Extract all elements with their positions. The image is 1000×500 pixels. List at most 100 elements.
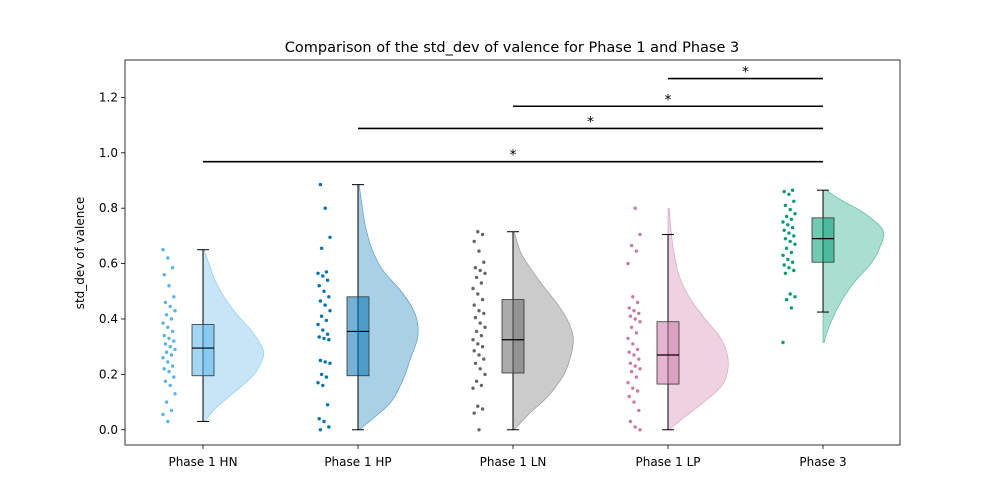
data-point-phase-1-lp — [627, 350, 631, 354]
data-point-phase-1-ln — [474, 275, 479, 280]
data-point-phase-1-hn — [169, 408, 174, 413]
data-point-phase-1-ln — [483, 271, 487, 275]
data-point-phase-3 — [789, 250, 794, 255]
data-point-phase-1-hn — [172, 375, 176, 379]
data-point-phase-1-lp — [631, 342, 635, 346]
x-tick-label-phase-1-hp: Phase 1 HP — [324, 455, 391, 469]
data-point-phase-3 — [788, 239, 792, 244]
data-point-phase-1-hp — [316, 271, 320, 275]
violin-phase-1-ln — [512, 231, 574, 431]
data-point-phase-1-ln — [479, 383, 484, 388]
data-point-phase-1-hp — [325, 278, 330, 282]
y-tick-label: 0.4 — [99, 312, 118, 326]
data-point-phase-1-ln — [477, 309, 481, 313]
y-tick-label: 0.8 — [99, 201, 118, 215]
data-point-phase-3 — [784, 246, 789, 250]
data-point-phase-3 — [787, 231, 791, 235]
data-point-phase-3 — [789, 306, 794, 310]
data-point-phase-1-hp — [318, 182, 323, 187]
data-point-phase-1-lp — [628, 314, 633, 318]
data-point-phase-1-hp — [321, 274, 325, 278]
data-point-phase-1-lp — [638, 428, 642, 432]
data-point-phase-1-hn — [161, 412, 165, 417]
data-point-phase-1-ln — [482, 357, 486, 361]
plot-frame — [124, 59, 901, 446]
data-point-phase-3 — [781, 253, 785, 257]
data-point-phase-1-lp — [633, 317, 637, 321]
data-point-phase-1-ln — [477, 249, 481, 253]
data-point-phase-1-hp — [324, 318, 329, 323]
data-point-phase-1-lp — [628, 361, 633, 365]
data-point-phase-1-lp — [633, 206, 637, 210]
data-point-phase-1-hn — [167, 369, 171, 374]
data-point-phase-1-ln — [472, 239, 476, 244]
data-point-phase-1-hp — [323, 360, 327, 364]
data-point-phase-1-hn — [161, 356, 165, 360]
data-point-phase-1-hn — [167, 284, 171, 288]
data-point-phase-1-hp — [317, 335, 321, 339]
data-point-phase-3 — [783, 271, 788, 275]
data-point-phase-1-hn — [164, 313, 169, 317]
data-point-phase-1-lp — [637, 357, 641, 361]
x-tick-label-phase-1-lp: Phase 1 LP — [635, 455, 700, 469]
data-point-phase-1-ln — [473, 315, 478, 320]
x-tick-label-phase-3: Phase 3 — [799, 455, 846, 469]
y-tick-label: 1.0 — [99, 146, 118, 160]
data-point-phase-1-hn — [173, 392, 177, 396]
data-point-phase-1-lp — [637, 311, 641, 316]
data-point-phase-1-lp — [633, 425, 637, 429]
group-phase-1-lp — [626, 206, 729, 432]
data-point-phase-3 — [792, 199, 796, 203]
data-point-phase-3 — [793, 295, 797, 299]
y-tick-label: 0.2 — [99, 367, 118, 381]
data-point-phase-1-ln — [480, 232, 485, 237]
data-point-phase-3 — [784, 297, 789, 302]
data-point-phase-1-hn — [170, 364, 175, 368]
data-point-phase-1-lp — [629, 243, 634, 248]
data-point-phase-3 — [783, 237, 788, 241]
data-point-phase-1-ln — [480, 345, 485, 349]
data-point-phase-1-ln — [478, 367, 482, 371]
group-phase-1-ln — [471, 230, 574, 432]
data-point-phase-1-ln — [473, 361, 478, 365]
data-point-phase-1-hp — [322, 336, 326, 341]
data-point-phase-1-hp — [324, 375, 329, 379]
data-point-phase-1-lp — [634, 249, 639, 253]
data-point-phase-1-lp — [634, 331, 639, 335]
data-point-phase-1-hp — [323, 303, 327, 307]
data-point-phase-1-hp — [316, 322, 320, 327]
data-point-phase-1-lp — [635, 300, 640, 305]
data-point-phase-1-lp — [629, 369, 634, 374]
box-phase-1-hp — [346, 296, 370, 377]
data-point-phase-1-hp — [323, 206, 327, 210]
data-point-phase-1-lp — [628, 419, 633, 424]
data-point-phase-3 — [793, 242, 797, 246]
data-point-phase-1-lp — [638, 320, 642, 324]
data-point-phase-1-ln — [476, 292, 480, 296]
data-point-phase-1-ln — [471, 286, 475, 291]
box-phase-1-hn — [191, 324, 215, 377]
significance-star: * — [587, 114, 594, 130]
data-point-phase-1-ln — [482, 260, 486, 264]
data-point-phase-1-hp — [327, 338, 331, 342]
data-point-phase-3 — [789, 217, 794, 221]
data-point-phase-1-hp — [319, 372, 324, 377]
y-tick-label: 0.6 — [99, 257, 118, 271]
data-point-phase-1-hn — [161, 321, 165, 325]
data-point-phase-1-hp — [328, 309, 332, 313]
data-point-phase-1-lp — [638, 232, 642, 237]
group-phase-1-hp — [316, 182, 419, 432]
data-point-phase-1-ln — [482, 311, 486, 316]
data-point-phase-3 — [781, 220, 785, 224]
data-point-phase-1-hn — [172, 295, 176, 299]
group-phase-1-hn — [161, 248, 265, 424]
data-point-phase-1-hp — [317, 417, 321, 421]
data-point-phase-3 — [788, 207, 792, 212]
data-point-phase-1-ln — [477, 428, 481, 432]
box-phase-1-ln — [501, 299, 525, 374]
chart-title: Comparison of the std_dev of valence for… — [285, 40, 739, 56]
data-point-phase-3 — [787, 192, 791, 196]
plot-area: * * * * — [161, 65, 885, 432]
significance-star: * — [742, 65, 749, 81]
data-point-phase-1-hp — [324, 270, 329, 274]
